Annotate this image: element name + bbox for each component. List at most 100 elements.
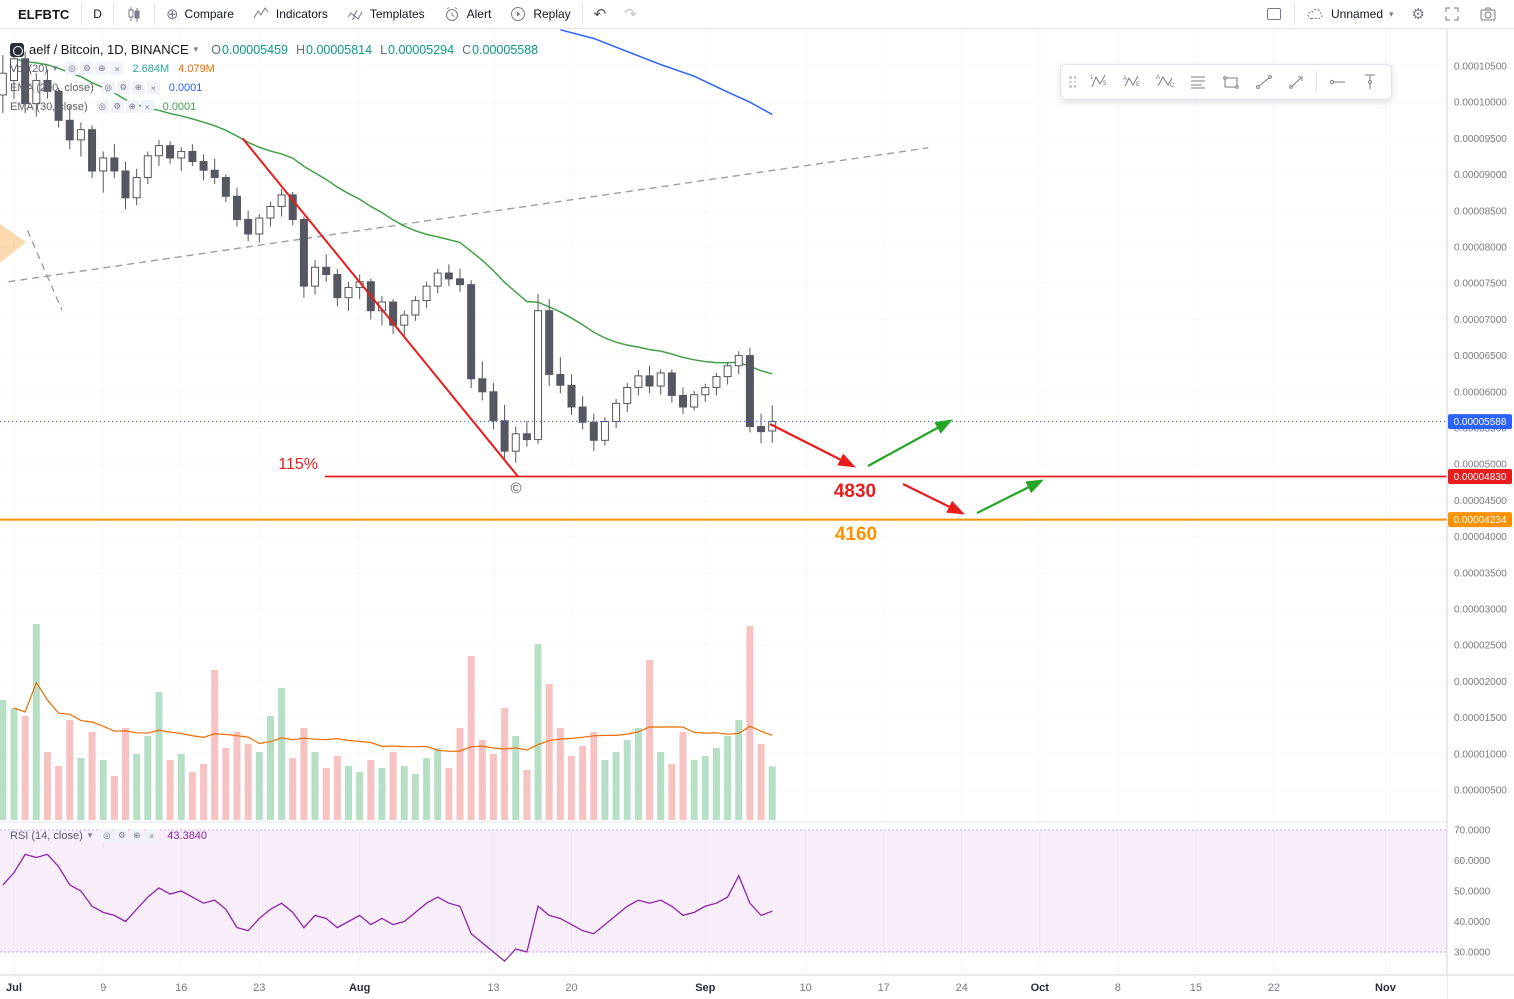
alert-button[interactable]: Alert xyxy=(434,0,501,28)
svg-text:0.00001500: 0.00001500 xyxy=(1454,713,1507,724)
svg-text:0.00002500: 0.00002500 xyxy=(1454,641,1507,652)
legend-symbol-row: aelf / Bitcoin, 1D, BINANCE ▾ O 0.0000545… xyxy=(10,40,538,59)
gear-icon: ⚙ xyxy=(1411,5,1425,23)
compare-icon: ⊕ xyxy=(165,5,179,23)
volume-ma-value: 4.079M xyxy=(178,62,215,75)
compare-button[interactable]: ⊕ Compare xyxy=(157,0,243,28)
chevron-down-icon: ▾ xyxy=(52,63,58,73)
settings-icon[interactable]: ⚙ xyxy=(80,62,94,75)
redo-button[interactable]: ↷ xyxy=(615,0,646,28)
green-arrow-drawing[interactable] xyxy=(976,479,1044,514)
svg-text:0.00004000: 0.00004000 xyxy=(1454,532,1507,543)
save-layout-button[interactable]: Unnamed ▾ xyxy=(1297,0,1403,28)
volume-bars xyxy=(0,624,776,820)
top-toolbar: ELFBTC D ⊕ Compare Indicators Templates xyxy=(0,0,1514,29)
ema30-indicator-label[interactable]: EMA (30, close) xyxy=(10,100,88,113)
horizontal-ray-button[interactable] xyxy=(1320,67,1353,97)
svg-text:0.00009000: 0.00009000 xyxy=(1454,170,1507,181)
ema200-line xyxy=(560,29,773,116)
svg-text:0.00005588: 0.00005588 xyxy=(1454,417,1507,428)
low-value: 0.00005294 xyxy=(388,42,455,57)
indicators-button[interactable]: Indicators xyxy=(243,0,337,28)
layout-button[interactable] xyxy=(1256,0,1292,28)
svg-text:C: C xyxy=(1170,83,1175,89)
level1-label: 4830 xyxy=(834,481,876,502)
hide-icon[interactable]: ◎ xyxy=(100,829,114,842)
add-icon[interactable]: ⊕ xyxy=(131,81,145,94)
red-trendline[interactable] xyxy=(241,137,519,478)
ema30-value: 0.0001 xyxy=(162,100,197,113)
svg-text:0.00003500: 0.00003500 xyxy=(1454,568,1507,579)
undo-button[interactable]: ↶ xyxy=(585,0,616,28)
legend-symbol-title[interactable]: aelf / Bitcoin, 1D, BINANCE xyxy=(29,42,189,57)
svg-text:20: 20 xyxy=(565,982,577,994)
cloud-icon xyxy=(1306,6,1325,22)
settings-icon[interactable]: ⚙ xyxy=(116,81,130,94)
settings-icon[interactable]: ⚙ xyxy=(115,829,129,842)
svg-text:0.00009500: 0.00009500 xyxy=(1454,134,1507,145)
red-arrow-drawing[interactable] xyxy=(769,423,856,468)
close-icon[interactable]: × xyxy=(146,81,160,94)
drag-handle[interactable] xyxy=(1069,71,1079,93)
svg-text:0.00007000: 0.00007000 xyxy=(1454,315,1507,326)
arrow-tool-button[interactable] xyxy=(1280,67,1313,97)
close-icon[interactable]: × xyxy=(140,100,154,113)
fullscreen-button[interactable] xyxy=(1434,0,1470,28)
symbol-button[interactable]: ELFBTC xyxy=(18,6,70,22)
svg-text:40.0000: 40.0000 xyxy=(1454,917,1491,928)
hide-icon[interactable]: ◎ xyxy=(65,62,79,75)
trend-line-button[interactable] xyxy=(1247,67,1280,97)
red-arrow-drawing[interactable] xyxy=(902,483,965,515)
rsi-indicator-label[interactable]: RSI (14, close) xyxy=(10,829,83,842)
replay-button[interactable]: Replay xyxy=(500,0,579,28)
legend-row-volume: Vol (20) ▾ ◎ ⚙ ⊕ × 2.684M 4.079M xyxy=(10,59,538,78)
svg-text:50.0000: 50.0000 xyxy=(1454,887,1491,898)
close-value: 0.00005588 xyxy=(472,42,539,57)
svg-text:0.00002000: 0.00002000 xyxy=(1454,677,1507,688)
green-arrow-drawing[interactable] xyxy=(867,419,953,467)
hide-icon[interactable]: ◎ xyxy=(95,100,109,113)
hide-icon[interactable]: ◎ xyxy=(101,81,115,94)
close-icon[interactable]: × xyxy=(110,62,124,75)
replay-play-icon xyxy=(509,5,527,23)
templates-button[interactable]: Templates xyxy=(337,0,434,28)
svg-text:15: 15 xyxy=(1190,982,1202,994)
parallel-lines-button[interactable] xyxy=(1181,67,1214,97)
screenshot-button[interactable] xyxy=(1470,0,1506,28)
divider xyxy=(81,3,83,25)
ema200-indicator-label[interactable]: EMA (200, close) xyxy=(10,81,94,94)
svg-text:0.00004500: 0.00004500 xyxy=(1454,496,1507,507)
svg-text:0.00010000: 0.00010000 xyxy=(1454,98,1507,109)
time-axis[interactable] xyxy=(0,975,1447,999)
rectangle-tool-button[interactable] xyxy=(1214,67,1247,97)
svg-text:0.00007500: 0.00007500 xyxy=(1454,279,1507,290)
add-icon[interactable]: ⊕ xyxy=(95,62,109,75)
legend-action-icons: ◎ ⚙ ⊕ × xyxy=(100,829,159,842)
copyright-mark: © xyxy=(510,480,521,497)
svg-text:0.00006500: 0.00006500 xyxy=(1454,351,1507,362)
svg-text:22: 22 xyxy=(1268,982,1280,994)
legend-action-icons: ◎ ⚙ ⊕ × xyxy=(95,100,154,113)
layout-icon xyxy=(1265,5,1283,23)
level-price-badge xyxy=(1448,512,1512,528)
close-icon[interactable]: × xyxy=(145,829,159,842)
svg-text:A: A xyxy=(1123,76,1127,82)
add-icon[interactable]: ⊕ xyxy=(125,100,139,113)
divider xyxy=(1293,3,1295,25)
vertical-line-button[interactable] xyxy=(1353,67,1386,97)
ema200-value: 0.0001 xyxy=(168,81,203,94)
settings-icon[interactable]: ⚙ xyxy=(110,100,124,113)
redo-icon: ↷ xyxy=(624,6,637,23)
aelf-logo xyxy=(10,42,24,57)
interval-button[interactable]: D xyxy=(84,0,111,28)
chevron-down-icon[interactable]: ▾ xyxy=(193,44,199,54)
chart-type-button[interactable] xyxy=(116,0,152,28)
settings-button[interactable]: ⚙ xyxy=(1403,0,1434,28)
add-icon[interactable]: ⊕ xyxy=(130,829,144,842)
volume-indicator-label[interactable]: Vol (20) xyxy=(10,62,48,75)
svg-text:0.00005000: 0.00005000 xyxy=(1454,460,1507,471)
